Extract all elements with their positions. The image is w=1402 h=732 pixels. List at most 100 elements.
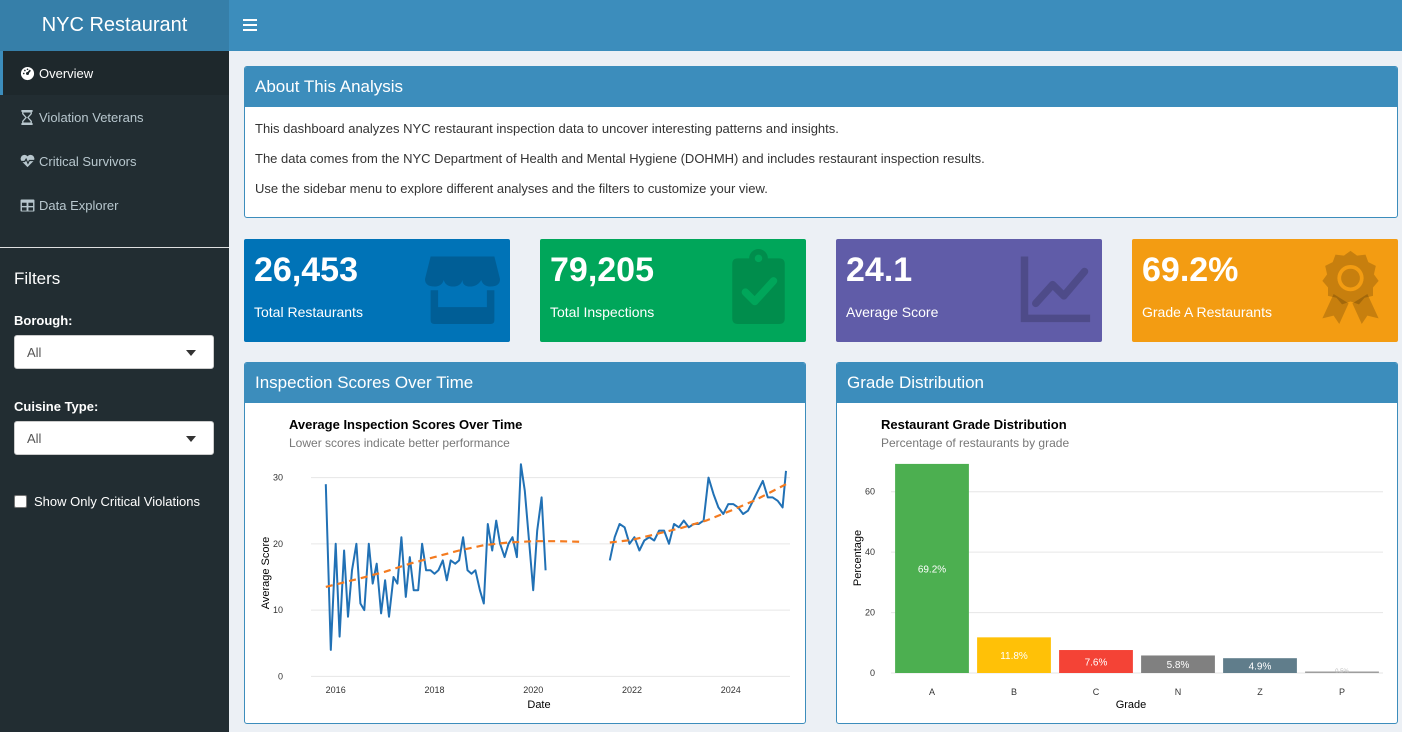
y-tick-label: 0 (278, 671, 283, 681)
score-line (324, 463, 547, 651)
x-axis-label: Grade (1116, 699, 1147, 711)
borough-label: Borough: (14, 313, 73, 328)
sidebar-item-label: Critical Survivors (39, 153, 137, 169)
cuisine-select[interactable]: All (14, 421, 214, 455)
value-box-label: Grade A Restaurants (1142, 304, 1272, 320)
borough-select[interactable]: All (14, 335, 214, 369)
x-tick-label: Z (1257, 687, 1263, 697)
chart-subtitle: Percentage of restaurants by grade (881, 436, 1069, 450)
x-axis-label: Date (527, 699, 550, 711)
bar-data-label: 4.9% (1249, 662, 1272, 673)
tachometer-icon (19, 65, 35, 81)
about-title: About This Analysis (245, 67, 1397, 107)
grade-distribution-panel: Grade Distribution Restaurant Grade Dist… (836, 362, 1398, 724)
bar-p (1305, 671, 1379, 673)
app-logo[interactable]: NYC Restaurant (0, 0, 229, 51)
value-box-total-restaurants: 26,453 Total Restaurants (244, 239, 510, 342)
value-box-number: 24.1 (846, 251, 913, 289)
clipboard-check-icon (732, 249, 785, 324)
top-navbar (229, 0, 1402, 51)
x-tick-label: N (1175, 687, 1182, 697)
value-box-label: Average Score (846, 304, 939, 320)
bar-data-label: 69.2% (918, 564, 946, 575)
chevron-down-icon (186, 436, 196, 442)
sidebar-toggle-icon[interactable] (243, 16, 257, 34)
chart-subtitle: Lower scores indicate better performance (289, 436, 510, 450)
sidebar-divider (0, 247, 229, 248)
value-box-number: 79,205 (550, 251, 654, 289)
bar-z (1223, 658, 1297, 673)
y-axis-label: Average Score (260, 537, 272, 610)
x-tick-label: P (1339, 687, 1345, 697)
score-line (608, 470, 787, 561)
x-tick-label: 2022 (622, 685, 642, 695)
x-tick-label: A (929, 687, 935, 697)
critical-violations-toggle[interactable]: Show Only Critical Violations (14, 494, 200, 509)
sidebar-item-label: Overview (39, 65, 94, 81)
scores-panel-title: Inspection Scores Over Time (245, 363, 805, 403)
bar-c (1059, 650, 1133, 673)
chart-title: Restaurant Grade Distribution (881, 417, 1067, 432)
x-tick-label: 2024 (721, 685, 741, 695)
value-box-label: Total Restaurants (254, 304, 363, 320)
about-line-1: This dashboard analyzes NYC restaurant i… (255, 121, 839, 136)
sidebar-item-label: Violation Veterans (39, 109, 144, 125)
cuisine-label: Cuisine Type: (14, 399, 99, 414)
critical-violations-checkbox[interactable] (14, 495, 27, 508)
store-icon (425, 256, 500, 324)
bar-b (977, 637, 1051, 673)
y-tick-label: 20 (865, 608, 875, 618)
value-box-grade-a: 69.2% Grade A Restaurants (1132, 239, 1398, 342)
grade-panel-title: Grade Distribution (837, 363, 1397, 403)
value-box-average-score: 24.1 Average Score (836, 239, 1102, 342)
trend-line (609, 483, 787, 544)
x-tick-label: 2020 (523, 685, 543, 695)
cuisine-select-value: All (27, 430, 42, 446)
y-axis-label: Percentage (852, 530, 864, 586)
y-tick-label: 60 (865, 487, 875, 497)
borough-select-value: All (27, 344, 42, 360)
y-tick-label: 20 (273, 539, 283, 549)
y-tick-label: 30 (273, 473, 283, 483)
sidebar-item-critical-survivors[interactable]: Critical Survivors (0, 139, 229, 183)
chevron-down-icon (186, 350, 196, 356)
bar-n (1141, 655, 1215, 673)
line-chart[interactable]: Average Inspection Scores Over Time Lowe… (245, 403, 805, 723)
x-tick-label: 2016 (326, 685, 346, 695)
critical-violations-label: Show Only Critical Violations (34, 494, 200, 509)
sidebar-item-overview[interactable]: Overview (0, 51, 229, 95)
value-box-total-inspections: 79,205 Total Inspections (540, 239, 806, 342)
y-tick-label: 10 (273, 605, 283, 615)
app-title: NYC Restaurant (41, 14, 188, 36)
y-tick-label: 0 (870, 668, 875, 678)
bar-chart[interactable]: Restaurant Grade Distribution Percentage… (837, 403, 1397, 723)
sidebar-item-violation-veterans[interactable]: Violation Veterans (0, 95, 229, 139)
sidebar-item-label: Data Explorer (39, 197, 119, 213)
hourglass-icon (19, 109, 35, 125)
bar-data-label: 7.6% (1085, 658, 1108, 669)
bar-a (895, 463, 969, 673)
x-tick-label: 2018 (424, 685, 444, 695)
table-icon (19, 197, 35, 213)
about-line-3: Use the sidebar menu to explore differen… (255, 181, 768, 196)
heartbeat-icon (19, 153, 35, 169)
bar-data-label: 5.8% (1167, 660, 1190, 671)
scores-over-time-panel: Inspection Scores Over Time Average Insp… (244, 362, 806, 724)
y-tick-label: 40 (865, 547, 875, 557)
chart-title: Average Inspection Scores Over Time (289, 417, 522, 432)
about-line-2: The data comes from the NYC Department o… (255, 151, 985, 166)
award-icon (1322, 250, 1379, 324)
value-box-number: 69.2% (1142, 251, 1239, 289)
value-box-label: Total Inspections (550, 304, 655, 320)
value-box-number: 26,453 (254, 251, 358, 289)
x-tick-label: C (1093, 687, 1100, 697)
filters-heading: Filters (14, 269, 61, 288)
line-chart-icon (1020, 256, 1091, 323)
about-panel: About This Analysis This dashboard analy… (244, 66, 1398, 218)
sidebar: Overview Violation Veterans Critical Sur… (0, 51, 229, 732)
bar-data-label: 0.5% (1335, 669, 1349, 675)
trend-line (325, 540, 583, 588)
sidebar-item-data-explorer[interactable]: Data Explorer (0, 183, 229, 227)
bar-data-label: 11.8% (1000, 651, 1028, 662)
x-tick-label: B (1011, 687, 1017, 697)
